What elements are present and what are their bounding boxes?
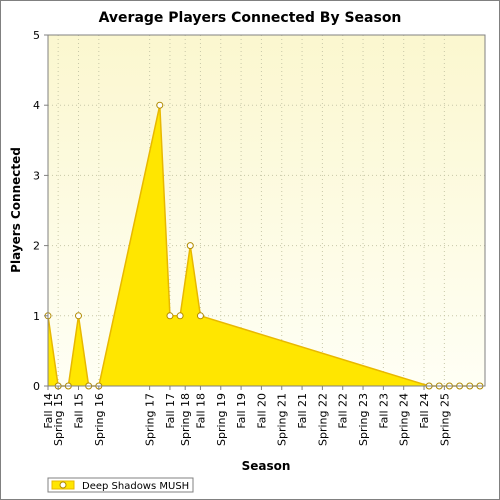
y-tick-label: 4 (33, 99, 40, 112)
y-axis-ticks: 0 1 2 3 4 5 (33, 29, 48, 393)
legend-box (47, 477, 194, 493)
x-tick-label: Fall 24 (418, 393, 431, 429)
x-tick-label: Fall 14 (42, 393, 55, 429)
data-point (196, 312, 204, 320)
x-tick-label: Spring 22 (316, 393, 329, 446)
x-tick-label: Spring 16 (93, 393, 106, 446)
x-tick-label: Spring 19 (215, 393, 228, 446)
x-tick-label: Fall 17 (164, 393, 177, 429)
x-axis-title: Season (242, 459, 291, 473)
x-tick-label: Fall 23 (377, 393, 390, 429)
y-tick-label: 3 (33, 169, 40, 182)
x-tick-label: Spring 15 (52, 393, 65, 446)
legend-marker (59, 481, 67, 489)
data-point (186, 242, 194, 250)
data-point (166, 312, 174, 320)
series-area (48, 105, 480, 386)
data-point (74, 312, 82, 320)
x-tick-label: Spring 24 (398, 393, 411, 446)
chart-title: Average Players Connected By Season (99, 10, 402, 26)
y-axis-title: Players Connected (9, 147, 23, 273)
x-tick-label: Fall 15 (72, 393, 85, 429)
plot-border (47, 34, 486, 387)
legend: Deep Shadows MUSH (47, 477, 194, 493)
y-tick-label: 2 (33, 240, 40, 253)
x-tick-label: Fall 22 (337, 393, 350, 429)
x-tick-label: Fall 19 (235, 393, 248, 429)
legend-label: Deep Shadows MUSH (82, 481, 189, 492)
x-tick-label: Spring 18 (179, 393, 192, 446)
y-tick-label: 5 (33, 29, 40, 42)
data-point (176, 312, 184, 320)
x-tick-label: Fall 20 (255, 393, 268, 429)
x-tick-label: Spring 17 (144, 393, 157, 446)
data-point (156, 101, 164, 109)
y-tick-label: 1 (33, 310, 40, 323)
x-tick-label: Spring 25 (438, 393, 451, 446)
x-tick-label: Spring 21 (276, 393, 289, 446)
x-tick-label: Fall 18 (194, 393, 207, 429)
x-tick-label: Fall 21 (296, 393, 309, 429)
y-tick-label: 0 (33, 380, 40, 393)
x-tick-label: Spring 23 (357, 393, 370, 446)
